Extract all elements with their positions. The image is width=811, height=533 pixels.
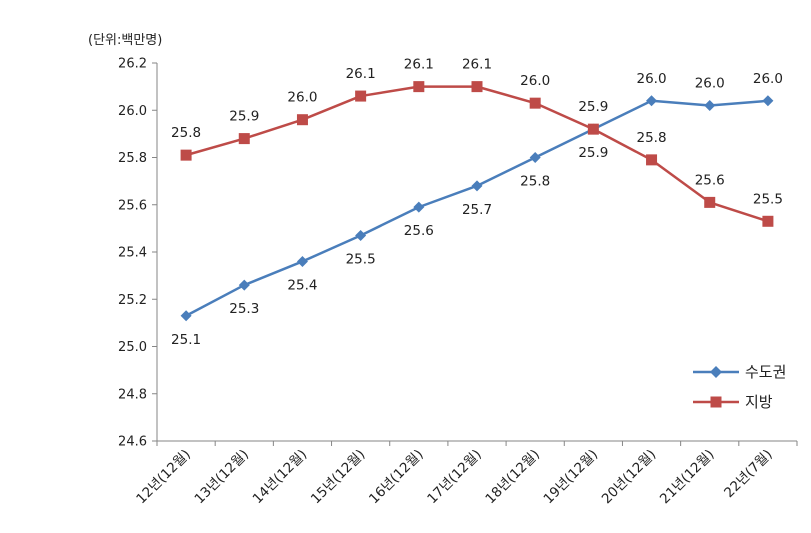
data-point-marker	[238, 279, 250, 291]
data-label: 25.5	[346, 251, 376, 267]
data-point-marker	[180, 310, 192, 322]
data-point-marker	[762, 215, 774, 227]
data-label: 26.0	[637, 71, 667, 87]
legend-marker-regional	[710, 396, 722, 408]
data-label: 26.0	[753, 71, 783, 87]
x-tick-label: 21년(12월)	[657, 447, 718, 508]
data-label: 25.9	[578, 99, 608, 115]
legend-label-regional: 지방	[745, 393, 773, 411]
data-point-marker	[529, 152, 541, 163]
data-label: 25.9	[229, 109, 259, 125]
y-tick-label: 26.2	[118, 57, 147, 72]
data-label: 26.0	[695, 76, 725, 92]
y-tick-label: 24.8	[118, 387, 147, 402]
data-point-marker	[704, 100, 716, 112]
data-point-marker	[296, 114, 308, 126]
y-tick-label: 25.2	[118, 293, 147, 308]
data-label: 25.9	[578, 145, 608, 161]
data-label: 25.7	[462, 202, 492, 218]
data-point-marker	[355, 90, 367, 102]
x-tick-label: 14년(12월)	[250, 447, 311, 508]
data-point-marker	[704, 196, 716, 208]
series-capital: 25.1 25.3 25.4 25.5 25.6 25.7 25.8 25.9 26.0 26.0…	[171, 71, 783, 348]
y-tick-label: 25.4	[118, 246, 147, 261]
y-tick-label: 25.6	[118, 198, 147, 213]
x-tick-label: 19년(12월)	[541, 447, 602, 508]
data-point-marker	[238, 133, 250, 145]
y-tick-label: 25.8	[118, 151, 147, 166]
data-point-marker	[413, 201, 425, 213]
y-tick-label: 25.0	[118, 340, 147, 355]
legend: 수도권 지방	[693, 363, 786, 411]
data-label: 25.4	[287, 277, 317, 293]
data-label: 25.8	[171, 125, 201, 141]
x-tick-label: 13년(12월)	[191, 447, 252, 508]
data-point-marker	[646, 95, 658, 107]
data-label: 26.0	[287, 90, 317, 106]
data-point-marker	[587, 123, 599, 135]
y-tick-label: 26.0	[118, 104, 147, 119]
series-regional: 25.8 25.9 26.0 26.1 26.1 26.1 26.0 25.9 25.8 25.6…	[171, 57, 783, 227]
series-group: 25.1 25.3 25.4 25.5 25.6 25.7 25.8 25.9 26.0 26.0…	[171, 57, 783, 348]
unit-label: (단위:백만명)	[88, 33, 162, 48]
x-tick-label: 18년(12월)	[482, 447, 543, 508]
x-tick-label: 15년(12월)	[308, 447, 369, 508]
y-tick-labels: 24.6 24.8 25.0 25.2 25.4 25.6 25.8 26.0 26.2	[118, 57, 147, 450]
data-label: 25.8	[637, 130, 667, 146]
data-label: 26.1	[404, 57, 434, 73]
data-label: 25.6	[404, 223, 434, 239]
data-label: 25.5	[753, 191, 783, 207]
data-point-marker	[529, 97, 541, 109]
data-label: 25.6	[695, 172, 725, 188]
x-tick-label: 22년(7월)	[721, 447, 776, 502]
x-tick-label: 12년(12월)	[133, 447, 194, 508]
data-label: 26.1	[346, 66, 376, 82]
data-label: 25.8	[520, 174, 550, 190]
legend-marker-capital	[710, 366, 722, 378]
data-label: 25.3	[229, 301, 259, 317]
legend-label-capital: 수도권	[745, 363, 786, 381]
data-point-marker	[413, 81, 425, 93]
data-label: 26.0	[520, 73, 550, 89]
x-tick-label: 20년(12월)	[599, 447, 660, 508]
data-label: 25.1	[171, 332, 201, 348]
data-point-marker	[646, 154, 658, 166]
data-point-marker	[471, 81, 483, 93]
data-point-marker	[296, 255, 308, 267]
x-tick-label: 17년(12월)	[424, 447, 485, 508]
x-tick-labels: 12년(12월)13년(12월)14년(12월)15년(12월)16년(12월)…	[133, 447, 775, 508]
data-point-marker	[762, 95, 774, 107]
y-tick-label: 24.6	[118, 435, 147, 450]
x-tick-label: 16년(12월)	[366, 447, 427, 508]
data-point-marker	[355, 229, 367, 241]
data-point-marker	[180, 149, 192, 161]
data-label: 26.1	[462, 57, 492, 73]
axes	[152, 62, 798, 446]
data-point-marker	[471, 180, 483, 192]
